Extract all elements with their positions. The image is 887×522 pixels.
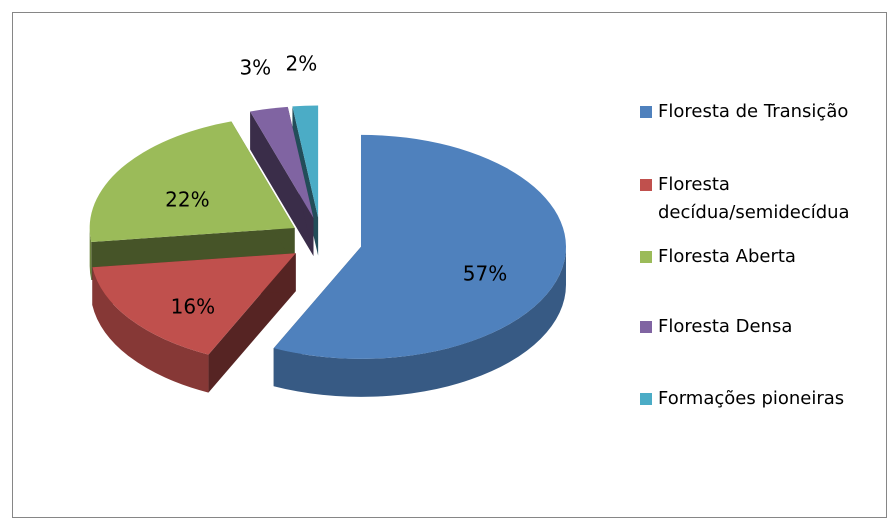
data-label: 2% xyxy=(286,51,318,75)
legend-label: Formações pioneiras xyxy=(658,388,844,409)
slice-rim xyxy=(273,246,566,397)
legend-swatch xyxy=(640,106,652,118)
slice xyxy=(89,121,295,242)
slice-wall xyxy=(250,111,314,257)
legend-label: Floresta de Transição xyxy=(658,101,848,122)
legend-swatch xyxy=(640,393,652,405)
legend-label: Floresta Densa xyxy=(658,316,792,337)
data-label: 22% xyxy=(165,187,209,211)
legend-swatch xyxy=(640,321,652,333)
data-label: 16% xyxy=(171,295,215,319)
legend-swatch xyxy=(640,251,652,263)
slice-rim xyxy=(92,267,209,393)
legend-label: Floresta decídua/semidecídua xyxy=(658,174,850,223)
legend-label: Floresta Aberta xyxy=(658,246,796,267)
slice xyxy=(273,134,566,359)
data-label: 3% xyxy=(239,55,271,79)
slice xyxy=(92,253,296,355)
slice xyxy=(292,105,319,218)
legend-swatch xyxy=(640,179,652,191)
slice xyxy=(250,106,314,219)
slice-rim xyxy=(89,227,92,280)
data-label: 57% xyxy=(463,261,507,285)
